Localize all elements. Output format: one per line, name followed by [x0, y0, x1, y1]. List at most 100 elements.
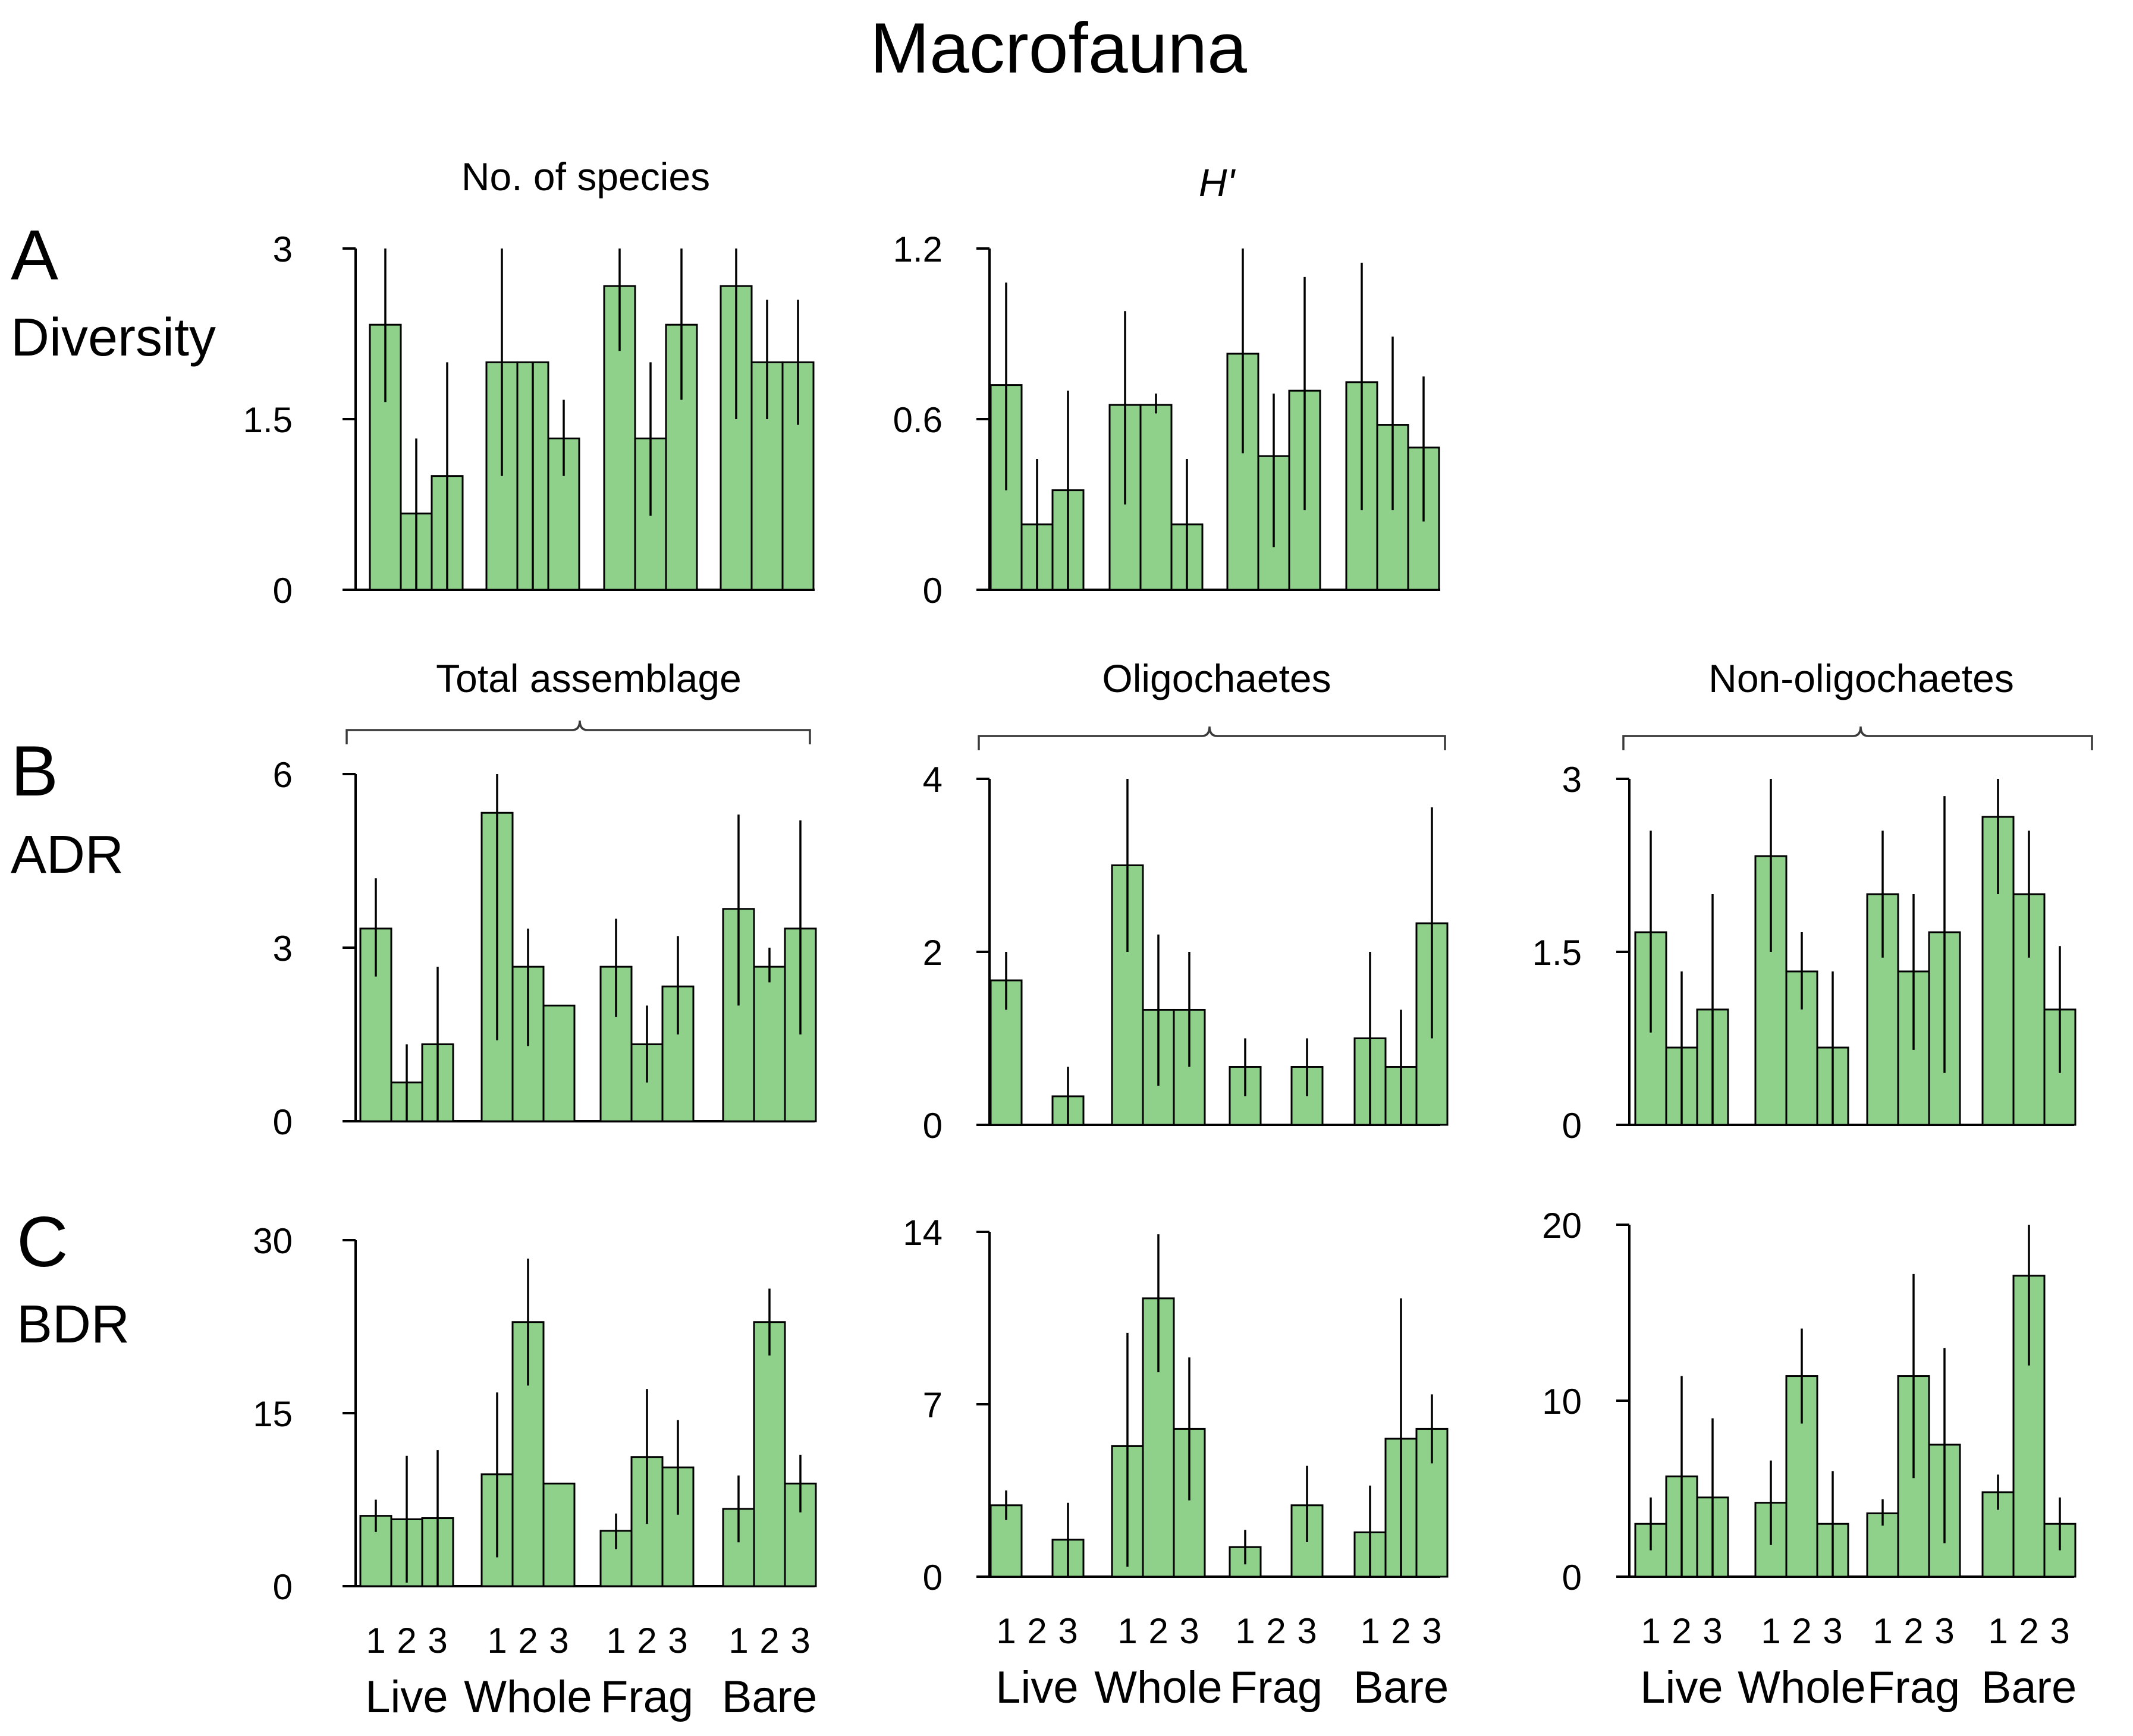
- bar: [1139, 404, 1173, 591]
- x-subcategory-label: 1: [1235, 1611, 1255, 1651]
- y-tick-label: 20: [1542, 1206, 1582, 1246]
- x-subcategory-label: 3: [549, 1621, 568, 1660]
- y-tick-label: 3: [273, 929, 293, 968]
- x-subcategory-label: 2: [2019, 1611, 2038, 1651]
- x-subcategory-label: 2: [1792, 1611, 1811, 1651]
- x-subcategory-label: 1: [487, 1621, 507, 1660]
- brace-label-non-oligochaetes: Non-oligochaetes: [1708, 656, 2014, 700]
- x-subcategory-label: 3: [1823, 1611, 1842, 1651]
- y-tick-label: 15: [253, 1394, 293, 1434]
- y-tick-label: 14: [903, 1213, 943, 1253]
- x-group-label: Live: [365, 1672, 448, 1722]
- x-group-label: Whole: [1738, 1662, 1865, 1713]
- x-subcategory-label: 3: [1422, 1611, 1441, 1651]
- y-tick-label: 0: [1562, 1558, 1582, 1597]
- x-subcategory-label: 1: [1117, 1611, 1137, 1651]
- x-subcategory-label: 1: [1988, 1611, 2008, 1651]
- x-subcategory-label: 2: [1672, 1611, 1691, 1651]
- x-group-label: Bare: [1353, 1662, 1449, 1713]
- x-subcategory-label: 1: [728, 1621, 748, 1660]
- row-label-adr: ADR: [11, 825, 124, 885]
- y-tick-label: 0: [923, 1558, 943, 1597]
- row-letter-a: A: [11, 215, 58, 295]
- y-tick-label: 0: [923, 1106, 943, 1146]
- panel-h-prime: 0 0.6 1.2 H': [893, 161, 1440, 611]
- bar: [542, 1482, 576, 1587]
- y-tick-label: 0: [273, 571, 293, 611]
- x-subcategory-label: 2: [397, 1621, 416, 1660]
- y-tick-label: 1.5: [243, 400, 293, 440]
- bar: [753, 966, 786, 1122]
- y-tick-label: 0: [1562, 1106, 1582, 1146]
- x-subcategory-label: 3: [1702, 1611, 1722, 1651]
- x-subcategory-label: 1: [1761, 1611, 1780, 1651]
- x-group-label: Whole: [464, 1672, 592, 1722]
- x-group-label: Frag: [601, 1672, 693, 1722]
- x-subcategory-label: 3: [2050, 1611, 2069, 1651]
- x-group-label: Live: [1640, 1662, 1723, 1713]
- y-tick-label: 3: [273, 229, 293, 269]
- x-group-label: Frag: [1230, 1662, 1322, 1713]
- x-subcategory-label: 3: [1934, 1611, 1954, 1651]
- y-tick-label: 7: [923, 1385, 943, 1425]
- x-subcategory-label: 1: [606, 1621, 626, 1660]
- y-tick-label: 3: [1562, 760, 1582, 800]
- x-subcategory-label: 3: [790, 1621, 810, 1660]
- x-group-label: Bare: [722, 1672, 818, 1722]
- bar: [753, 1321, 786, 1587]
- y-tick-label: 2: [923, 933, 943, 973]
- x-subcategory-label: 3: [1179, 1611, 1199, 1651]
- x-subcategory-label: 2: [1027, 1611, 1047, 1651]
- x-subcategory-label: 2: [759, 1621, 779, 1660]
- x-group-label: Live: [995, 1662, 1078, 1713]
- y-tick-label: 10: [1542, 1382, 1582, 1421]
- y-tick-label: 4: [923, 760, 943, 800]
- y-tick-label: 1.2: [893, 229, 943, 269]
- row-letter-b: B: [11, 731, 58, 811]
- panel-adr-total-assemblage: 0 3 6: [273, 755, 817, 1142]
- x-subcategory-label: 1: [1360, 1611, 1380, 1651]
- panel-no-of-species: 0 1.5 3 No. of species: [243, 155, 815, 611]
- x-subcategory-label: 1: [366, 1621, 385, 1660]
- panel-adr-non-oligochaetes: 01.53: [1532, 760, 2077, 1146]
- brace-label-oligochaetes: Oligochaetes: [1102, 656, 1331, 700]
- brace-non-oligochaetes: [1622, 726, 2093, 750]
- panel-title: H': [1199, 161, 1236, 205]
- x-group-label: Frag: [1867, 1662, 1960, 1713]
- x-subcategory-label: 2: [1391, 1611, 1411, 1651]
- brace-oligochaetes: [978, 726, 1446, 750]
- row-label-bdr: BDR: [17, 1295, 130, 1354]
- y-tick-label: 0: [273, 1567, 293, 1607]
- x-subcategory-label: 2: [1266, 1611, 1286, 1651]
- row-letter-c: C: [17, 1202, 68, 1282]
- x-subcategory-label: 1: [1641, 1611, 1660, 1651]
- row-label-diversity: Diversity: [11, 308, 216, 367]
- x-group-label: Bare: [1981, 1662, 2077, 1713]
- panel-title: No. of species: [461, 155, 710, 199]
- x-subcategory-label: 3: [668, 1621, 687, 1660]
- y-tick-label: 0: [273, 1102, 293, 1142]
- x-subcategory-label: 1: [996, 1611, 1016, 1651]
- x-group-label: Whole: [1094, 1662, 1222, 1713]
- y-tick-label: 30: [253, 1221, 293, 1261]
- bar: [661, 1466, 695, 1587]
- x-subcategory-label: 2: [518, 1621, 538, 1660]
- x-subcategory-label: 3: [428, 1621, 447, 1660]
- brace-label-total-assemblage: Total assemblage: [436, 656, 742, 700]
- x-subcategory-label: 3: [1297, 1611, 1317, 1651]
- panel-adr-oligochaetes: 0 2 4: [923, 760, 1449, 1146]
- bar: [784, 1482, 817, 1587]
- brace-total-assemblage: [345, 720, 811, 744]
- x-subcategory-label: 3: [1058, 1611, 1078, 1651]
- x-subcategory-label: 1: [1873, 1611, 1892, 1651]
- x-subcategory-label: 2: [637, 1621, 656, 1660]
- y-tick-label: 0: [923, 571, 943, 611]
- figure-title: Macrofauna: [870, 8, 1247, 88]
- y-tick-label: 1.5: [1532, 933, 1582, 973]
- bar: [542, 1004, 576, 1122]
- x-subcategory-label: 2: [1148, 1611, 1168, 1651]
